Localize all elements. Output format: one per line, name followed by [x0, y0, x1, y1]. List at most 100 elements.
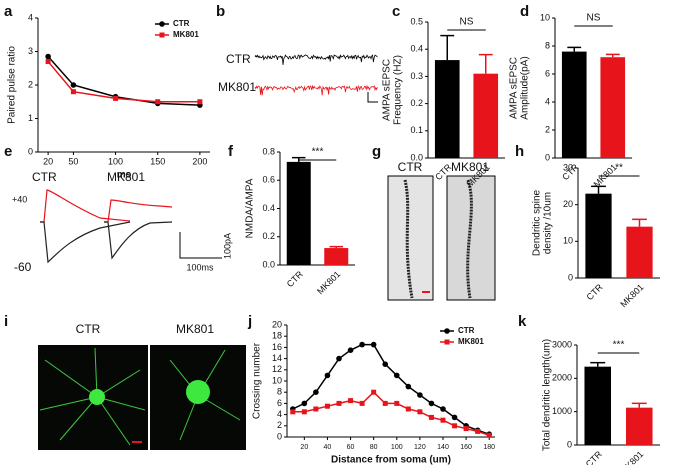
bar — [324, 248, 349, 265]
marker — [417, 409, 423, 415]
y-tick-label: 2 — [277, 420, 282, 430]
marker — [370, 341, 377, 348]
scale-label: 100ms — [186, 262, 214, 272]
marker — [313, 389, 319, 396]
y-tick-label: 0 — [28, 146, 33, 156]
marker — [417, 392, 423, 398]
marker — [359, 341, 365, 348]
trace-label: CTR — [32, 170, 57, 184]
y-tick-label: 4 — [28, 12, 33, 22]
y-tick-label: 10 — [563, 236, 573, 246]
y-tick-label: 3000 — [552, 339, 572, 349]
marker — [290, 409, 296, 415]
image-label: MK801 — [176, 322, 214, 336]
legend-label: CTR — [458, 326, 475, 335]
x-tick-label: 50 — [68, 156, 78, 166]
x-tick-label: MK801 — [618, 282, 645, 309]
y-tick-label: 0.4 — [262, 203, 275, 213]
significance-label: ** — [615, 163, 623, 174]
y-tick-label: 3 — [28, 46, 33, 56]
x-tick-label: 40 — [324, 444, 332, 451]
legend-marker — [159, 32, 165, 38]
marker — [324, 372, 331, 379]
y-tick-label: 0.2 — [262, 231, 275, 241]
legend-label: CTR — [173, 19, 190, 28]
marker — [313, 406, 319, 412]
series-line — [292, 343, 490, 435]
y-tick-label: 18 — [272, 331, 282, 341]
marker — [486, 432, 492, 438]
marker — [197, 99, 203, 105]
y-tick-label: 16 — [272, 342, 282, 352]
marker — [336, 355, 342, 362]
panel-label: h — [515, 143, 524, 160]
legend-marker — [159, 21, 165, 27]
marker — [70, 82, 77, 88]
panel-label: a — [4, 3, 13, 20]
trace — [104, 221, 173, 260]
y-tick-label: 6 — [545, 68, 550, 78]
y-tick-label: 0.3 — [410, 71, 423, 81]
panel-label: b — [216, 3, 225, 20]
x-axis-label: Distance from soma (um) — [331, 455, 451, 465]
marker — [347, 347, 354, 354]
significance-label: *** — [613, 340, 625, 351]
marker — [475, 428, 481, 434]
y-axis-label: density /10um — [543, 192, 554, 254]
marker — [113, 95, 119, 101]
bar — [584, 366, 612, 445]
legend-label: MK801 — [173, 30, 199, 39]
bar — [434, 60, 460, 158]
y-axis-label: Amplitude(pA) — [520, 56, 531, 119]
x-tick-label: MK801 — [618, 449, 645, 465]
image-label: MK801 — [451, 160, 489, 174]
legend-marker — [444, 328, 450, 334]
y-axis-label: Dendritic spine — [532, 189, 543, 256]
marker — [382, 361, 389, 368]
y-axis-label: AMPA sEPSC — [509, 57, 520, 119]
x-tick-label: 180 — [483, 444, 495, 451]
marker — [45, 59, 51, 65]
trace — [104, 199, 173, 223]
scale-bar — [179, 232, 222, 259]
x-tick-label: 20 — [43, 156, 53, 166]
marker — [155, 99, 161, 105]
y-tick-label: 0 — [568, 272, 573, 282]
marker — [382, 400, 388, 406]
trace-label: MK801 — [107, 170, 145, 184]
marker — [452, 423, 458, 429]
panel-label: d — [520, 3, 529, 20]
marker — [371, 389, 377, 395]
x-tick-label: 140 — [437, 444, 449, 451]
marker — [336, 400, 342, 406]
x-axis-label: ms — [117, 170, 132, 181]
voltage-label: +40 — [12, 194, 27, 204]
trace — [40, 221, 131, 264]
soma — [89, 389, 105, 405]
marker — [405, 406, 411, 412]
marker — [70, 89, 76, 95]
y-tick-label: 1 — [28, 113, 33, 123]
y-tick-label: 8 — [545, 40, 550, 50]
y-tick-label: 1000 — [552, 406, 572, 416]
y-tick-label: 0.2 — [410, 98, 423, 108]
y-tick-label: 0 — [567, 439, 572, 449]
y-tick-label: 6 — [277, 398, 282, 408]
y-tick-label: 0.4 — [410, 44, 423, 54]
trace-label: CTR — [226, 52, 251, 66]
voltage-label: -60 — [14, 260, 32, 274]
legend-marker — [444, 339, 450, 345]
y-tick-label: 2000 — [552, 373, 572, 383]
y-tick-label: 2 — [28, 79, 33, 89]
trace — [40, 189, 131, 223]
y-tick-label: 20 — [563, 199, 573, 209]
bar — [585, 193, 612, 278]
scale-label: 100pA — [222, 233, 232, 259]
bar — [600, 57, 626, 159]
x-tick-label: 150 — [150, 156, 165, 166]
panel-label: f — [228, 143, 234, 160]
soma — [186, 380, 210, 404]
y-tick-label: 0.1 — [410, 125, 423, 135]
y-tick-label: 14 — [272, 353, 282, 363]
y-tick-label: 0.0 — [262, 259, 275, 269]
